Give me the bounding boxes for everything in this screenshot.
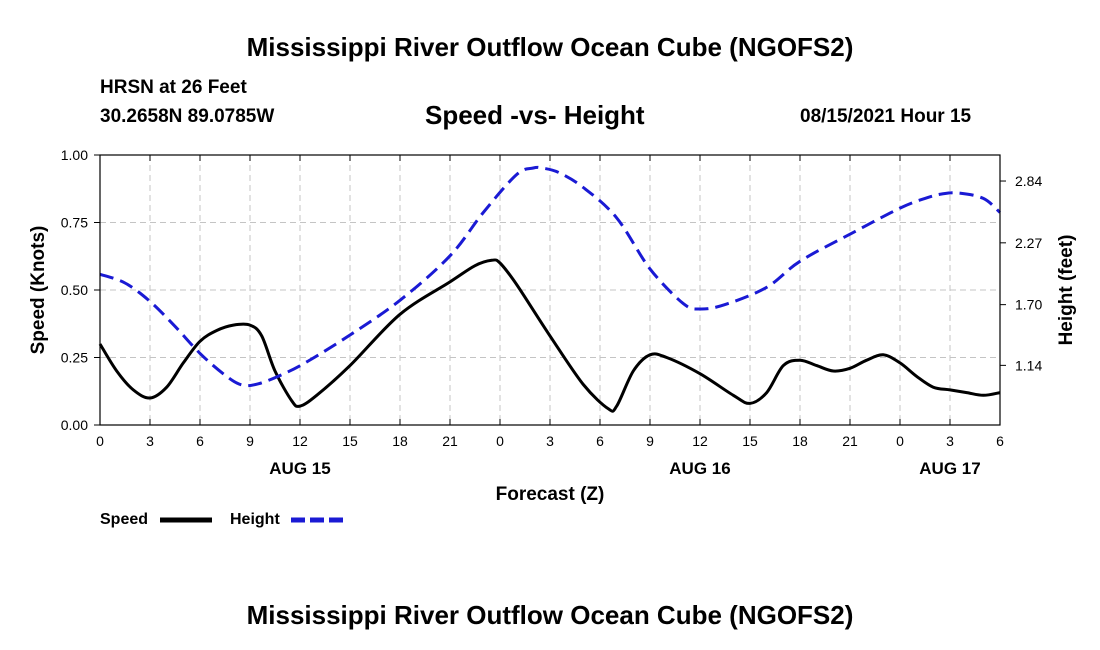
footer-title: Mississippi River Outflow Ocean Cube (NG… xyxy=(246,600,854,630)
speed-series-line xyxy=(98,258,1001,413)
x-tick-label: 12 xyxy=(292,433,308,449)
date-label: AUG 15 xyxy=(269,459,330,478)
y-axis-label: Speed (Knots) xyxy=(28,226,49,355)
x-tick-label: 6 xyxy=(596,433,604,449)
x-tick-label: 3 xyxy=(546,433,554,449)
chart-series xyxy=(98,165,1002,413)
plot-title: Speed -vs- Height xyxy=(425,100,645,130)
chart-grid xyxy=(100,155,1000,425)
y2-tick-label: 2.27 xyxy=(1015,235,1042,251)
y-tick-label: 0.00 xyxy=(61,417,88,433)
x-tick-label: 21 xyxy=(842,433,858,449)
y2-tick-label: 1.70 xyxy=(1015,297,1042,313)
date-label: AUG 16 xyxy=(669,459,730,478)
y-tick-label: 0.75 xyxy=(61,215,88,231)
height-series-line xyxy=(99,165,1002,388)
x-tick-label: 0 xyxy=(896,433,904,449)
x-tick-label: 9 xyxy=(246,433,254,449)
chart-labels: AUG 15 AUG 16 AUG 17 Forecast (Z) Speed (Kno… xyxy=(28,226,1077,505)
x-tick-label: 9 xyxy=(646,433,654,449)
x-tick-label: 15 xyxy=(742,433,758,449)
y-tick-label: 1.00 xyxy=(61,147,88,163)
x-axis-label: Forecast (Z) xyxy=(496,484,605,505)
chart-legend: Speed Height xyxy=(100,511,343,528)
y2-tick-label: 1.14 xyxy=(1015,357,1042,373)
chart-ticks: 0 3 6 9 12 15 18 21 0 3 6 9 12 15 18 21 0 3 6 0.00 0.25 0.50 0… xyxy=(61,147,1043,449)
x-tick-label: 18 xyxy=(792,433,808,449)
x-tick-label: 0 xyxy=(96,433,104,449)
y-tick-label: 0.50 xyxy=(61,282,88,298)
x-tick-label: 12 xyxy=(692,433,708,449)
x-tick-label: 0 xyxy=(496,433,504,449)
y-tick-label: 0.25 xyxy=(61,350,88,366)
chart-title: Mississippi River Outflow Ocean Cube (NG… xyxy=(246,32,854,62)
x-tick-label: 21 xyxy=(442,433,458,449)
x-tick-label: 15 xyxy=(342,433,358,449)
x-tick-label: 3 xyxy=(146,433,154,449)
x-tick-label: 18 xyxy=(392,433,408,449)
y2-tick-label: 2.84 xyxy=(1015,173,1042,189)
coordinates-label: 30.2658N 89.0785W xyxy=(100,106,275,127)
legend-height-label: Height xyxy=(230,511,280,528)
x-tick-label: 6 xyxy=(996,433,1004,449)
x-tick-label: 6 xyxy=(196,433,204,449)
date-label: AUG 17 xyxy=(919,459,980,478)
x-tick-label: 3 xyxy=(946,433,954,449)
legend-speed-label: Speed xyxy=(100,511,148,528)
y2-axis-label: Height (feet) xyxy=(1056,235,1077,346)
forecast-datetime: 08/15/2021 Hour 15 xyxy=(800,106,972,127)
station-label: HRSN at 26 Feet xyxy=(100,77,247,98)
